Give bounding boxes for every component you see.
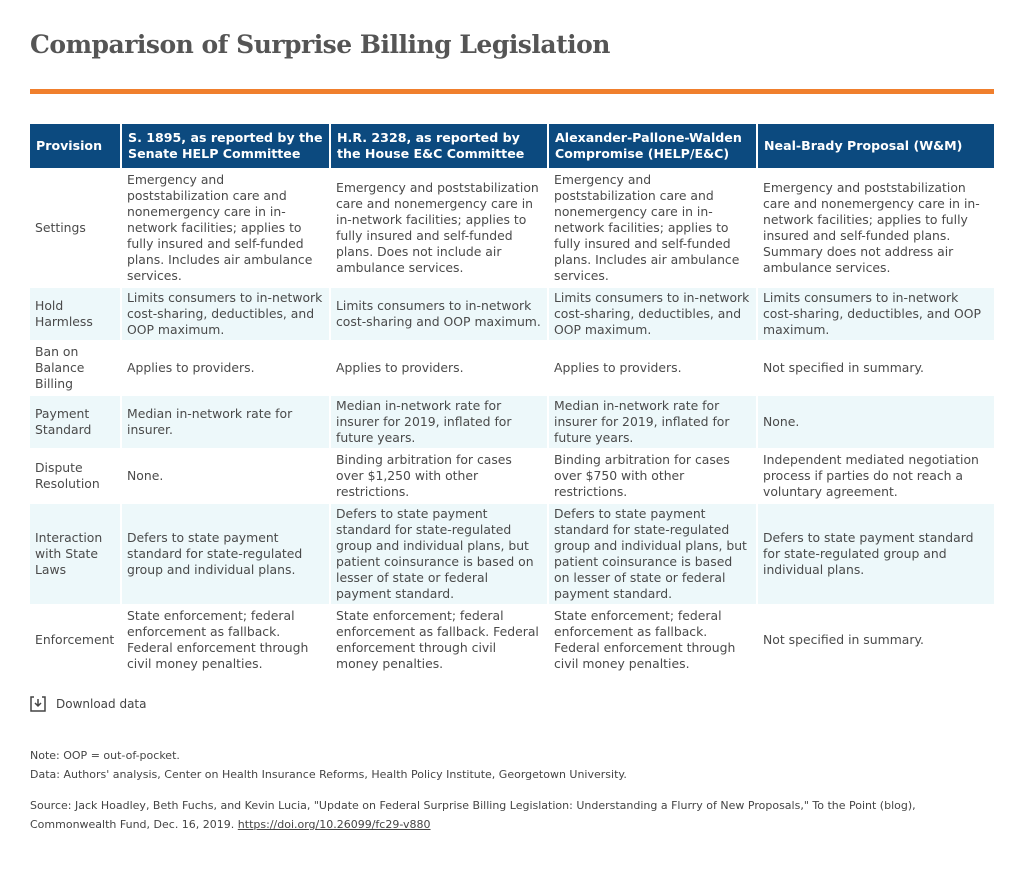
table-cell: Limits consumers to in-network cost-shar… [122, 288, 329, 340]
table-cell: State enforcement; federal enforcement a… [127, 608, 309, 671]
table-cell: Median in-network rate for insurer for 2… [331, 396, 547, 448]
table-cell: Applies to providers. [127, 360, 255, 375]
table-cell: State enforcement; federal enforcement a… [336, 608, 539, 671]
table-cell: Applies to providers. [336, 360, 464, 375]
provision-cell: Settings [35, 220, 86, 235]
notes: Note: OOP = out-of-pocket. Data: Authors… [30, 746, 1000, 834]
table-cell: State enforcement; federal enforcement a… [554, 608, 736, 671]
download-data-button[interactable]: Download data [30, 696, 147, 712]
table-cell: Emergency and poststabilization care and… [336, 180, 539, 275]
table-cell: Median in-network rate for insurer for 2… [549, 396, 756, 448]
note-text: Note: OOP = out-of-pocket. [30, 749, 180, 762]
column-header: H.R. 2328, as reported by the House E&C … [331, 124, 547, 168]
table-row: Enforcement State enforcement; federal en… [30, 606, 994, 674]
table-cell: Emergency and poststabilization care and… [554, 172, 740, 283]
table-cell: Emergency and poststabilization care and… [763, 180, 980, 275]
table-cell: Limits consumers to in-network cost-shar… [758, 288, 994, 340]
table-row: Interaction with State Laws Defers to sta… [30, 504, 994, 604]
table-row: Hold Harmless Limits consumers to in-netw… [30, 288, 994, 340]
provision-cell: Interaction with State Laws [30, 504, 120, 604]
table-cell: Emergency and poststabilization care and… [127, 172, 313, 283]
table-row: Payment Standard Median in-network rate f… [30, 396, 994, 448]
table-row: Dispute Resolution None. Binding arbitrati… [30, 450, 994, 502]
table-cell: Binding arbitration for cases over $750 … [554, 452, 730, 499]
table-cell: Limits consumers to in-network cost-shar… [549, 288, 756, 340]
accent-rule [30, 89, 994, 94]
source-text: Source: Jack Hoadley, Beth Fuchs, and Ke… [30, 796, 1000, 834]
table-cell: Defers to state payment standard for sta… [122, 504, 329, 604]
header-row: Provision S. 1895, as reported by the Sen… [30, 124, 994, 168]
doi-link[interactable]: https://doi.org/10.26099/fc29-v880 [237, 818, 431, 831]
table-cell: Defers to state payment standard for sta… [549, 504, 756, 604]
table-row: Ban on Balance Billing Applies to provide… [30, 342, 994, 394]
column-header: Neal-Brady Proposal (W&M) [758, 124, 994, 168]
table-cell: Binding arbitration for cases over $1,25… [336, 452, 512, 499]
download-icon [30, 696, 46, 712]
comparison-table: Provision S. 1895, as reported by the Sen… [28, 122, 996, 676]
provision-cell: Hold Harmless [30, 288, 120, 340]
column-header: Alexander-Pallone-Walden Compromise (HEL… [549, 124, 756, 168]
table-cell: Median in-network rate for insurer. [122, 396, 329, 448]
table-cell: Defers to state payment standard for sta… [758, 504, 994, 604]
table-cell: Defers to state payment standard for sta… [331, 504, 547, 604]
table-cell: Independent mediated negotiation process… [763, 452, 979, 499]
provision-cell: Enforcement [35, 632, 115, 647]
page-title: Comparison of Surprise Billing Legislati… [30, 30, 610, 59]
table-cell: None. [127, 468, 164, 483]
provision-cell: Ban on Balance Billing [35, 344, 85, 391]
column-header: S. 1895, as reported by the Senate HELP … [122, 124, 329, 168]
table-cell: Not specified in summary. [763, 632, 924, 647]
table-cell: Limits consumers to in-network cost-shar… [331, 288, 547, 340]
provision-cell: Dispute Resolution [35, 460, 100, 491]
provision-cell: Payment Standard [30, 396, 120, 448]
column-header: Provision [30, 124, 120, 168]
data-text: Data: Authors' analysis, Center on Healt… [30, 768, 627, 781]
source-citation: Source: Jack Hoadley, Beth Fuchs, and Ke… [30, 799, 916, 831]
table-cell: Applies to providers. [554, 360, 682, 375]
table-cell: None. [758, 396, 994, 448]
table-cell: Not specified in summary. [763, 360, 924, 375]
download-label: Download data [56, 697, 147, 711]
table-row: Settings Emergency and poststabilization … [30, 170, 994, 286]
